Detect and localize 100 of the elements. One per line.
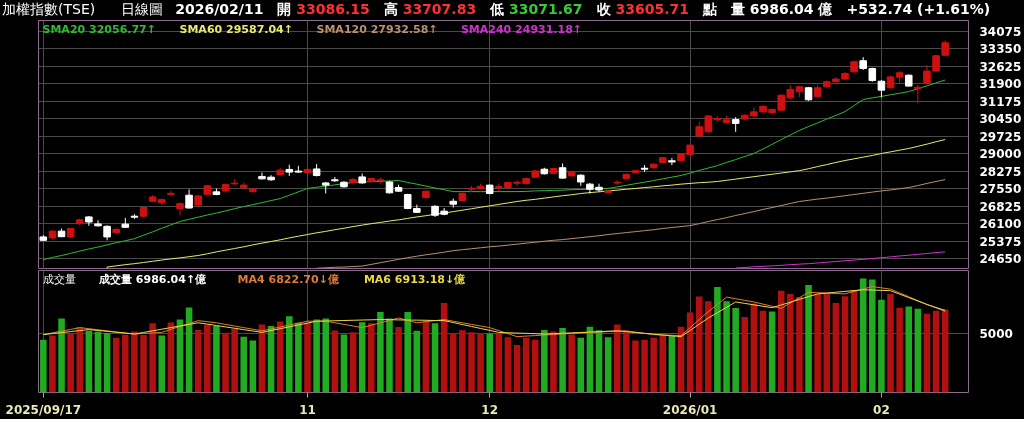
bar xyxy=(158,335,166,393)
bar xyxy=(641,339,648,393)
bar xyxy=(222,332,229,393)
bar xyxy=(413,330,421,393)
bar xyxy=(869,279,876,393)
text: 2026/02/11 xyxy=(175,1,264,17)
bar xyxy=(149,323,156,393)
text: MA6 6913.18↓億 xyxy=(363,272,467,286)
candlestick xyxy=(668,157,676,166)
bar xyxy=(577,337,585,393)
chart-title: 加權指數(TSE) xyxy=(2,1,96,17)
bar xyxy=(304,322,311,393)
x-tick-label: 12 xyxy=(481,402,499,417)
bar xyxy=(58,318,65,393)
bar xyxy=(714,286,721,393)
text: 成交量 6986.04↑億 xyxy=(98,272,208,286)
y-tick-label: 29000 xyxy=(979,147,1022,162)
chart-title: 成交量 xyxy=(42,272,76,286)
bar xyxy=(568,334,575,393)
bar xyxy=(650,337,657,393)
x-tick-label: 02 xyxy=(873,402,890,417)
bar xyxy=(623,331,630,393)
bar xyxy=(313,319,320,393)
x-tick-label: 2026/01 xyxy=(662,402,718,417)
bar xyxy=(559,328,566,393)
y-tick-label: 24650 xyxy=(979,252,1022,267)
y-tick-label: 26825 xyxy=(979,199,1022,214)
bar xyxy=(613,324,621,393)
line-series xyxy=(42,79,946,261)
bar xyxy=(823,292,831,393)
text: 低 33071.67 xyxy=(490,1,583,17)
bar xyxy=(422,321,430,393)
text: 開 33086.15 xyxy=(277,1,370,17)
text: 高 33707.83 xyxy=(383,1,477,17)
bar xyxy=(85,330,93,393)
bar xyxy=(213,325,220,393)
bar xyxy=(468,332,475,393)
bar xyxy=(49,335,56,393)
bar xyxy=(377,311,384,393)
bar xyxy=(386,318,393,393)
bar xyxy=(522,337,530,393)
bar xyxy=(94,331,102,393)
y-tick-label: 29725 xyxy=(979,129,1022,144)
bar xyxy=(504,337,512,393)
bar xyxy=(513,344,521,393)
x-tick-label: 2025/09/17 xyxy=(5,402,82,417)
text: SMA120 27932.58↑ xyxy=(316,22,438,36)
chart-subtitle: 日線圖 xyxy=(121,1,164,17)
bar xyxy=(732,308,739,393)
bar xyxy=(477,333,484,393)
bar xyxy=(878,299,885,393)
y-tick-label: 28275 xyxy=(979,164,1022,179)
bar xyxy=(286,316,293,393)
bar xyxy=(550,331,557,393)
bar xyxy=(122,334,129,393)
y-tick-label: 31175 xyxy=(979,94,1022,109)
bar xyxy=(295,322,302,393)
bar xyxy=(395,327,402,393)
y-tick-label: 34075 xyxy=(979,24,1022,39)
bar xyxy=(723,301,730,393)
y-tick-label: 33350 xyxy=(979,42,1022,57)
bar xyxy=(367,323,375,393)
bar xyxy=(459,330,466,393)
bar xyxy=(331,330,339,393)
text: 收 33605.71 xyxy=(596,1,689,17)
bar xyxy=(832,302,840,393)
bar xyxy=(905,306,913,393)
bar xyxy=(112,337,120,393)
bar xyxy=(249,340,257,393)
y-tick-label: 32625 xyxy=(979,59,1022,74)
bar xyxy=(194,329,202,393)
bar xyxy=(131,331,138,393)
bar xyxy=(768,311,776,393)
bar xyxy=(322,318,330,393)
bar xyxy=(759,310,767,393)
bar xyxy=(932,310,940,393)
bar xyxy=(632,340,639,393)
candlestick xyxy=(94,219,102,228)
bar xyxy=(923,313,931,393)
bar xyxy=(349,332,357,393)
bar xyxy=(914,308,922,393)
bar xyxy=(705,301,712,393)
bar xyxy=(40,339,47,393)
bar xyxy=(805,284,812,393)
text: 點 xyxy=(702,1,717,17)
bar xyxy=(787,293,794,393)
bar xyxy=(103,333,111,393)
bar xyxy=(449,333,457,393)
bar xyxy=(941,309,949,393)
candlestick xyxy=(185,188,193,209)
bar xyxy=(240,336,248,393)
bar xyxy=(404,311,411,393)
bar xyxy=(531,339,539,393)
text: SMA20 32056.77↑ xyxy=(42,22,156,36)
y-tick-label: 25375 xyxy=(979,234,1022,249)
text: SMA60 29587.04↑ xyxy=(179,22,293,36)
bar xyxy=(495,334,503,393)
x-tick-label: 11 xyxy=(299,402,316,417)
candlestick xyxy=(914,84,922,104)
text: +532.74 (+1.61%) xyxy=(846,1,991,17)
